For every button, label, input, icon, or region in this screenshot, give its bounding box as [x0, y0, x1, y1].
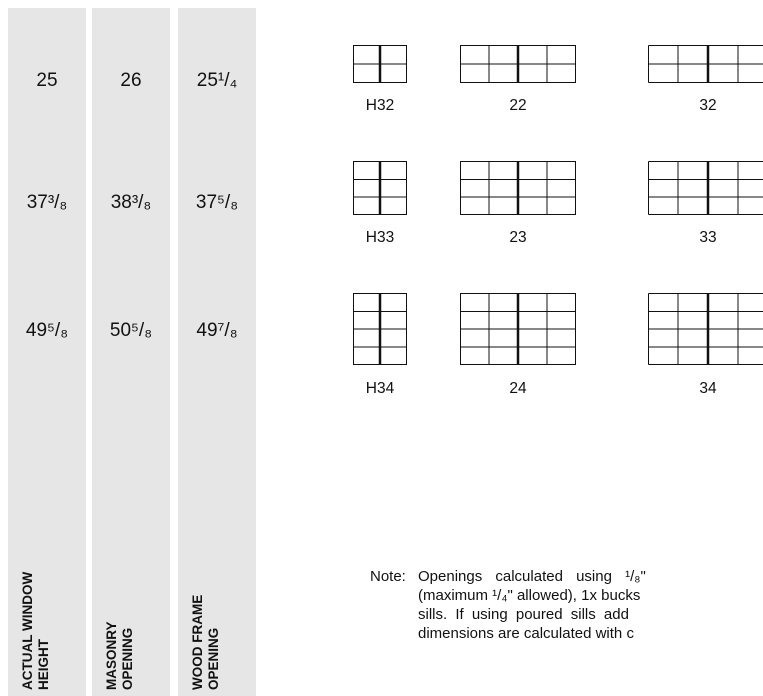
window-diagram-h34 — [353, 293, 407, 365]
column-label-line2: HEIGHT — [36, 638, 51, 690]
column-label: WOOD FRAME OPENING — [178, 490, 256, 690]
window-label: H33 — [365, 229, 395, 246]
column-label-line1: MASONRY — [104, 621, 119, 690]
window-label: 22 — [509, 97, 527, 114]
window-diagram-22 — [460, 45, 576, 83]
window-diagram-33 — [648, 161, 763, 215]
column-masonry-opening: 26 38³/₈ 50⁵/₈ MASONRY OPENING — [92, 8, 170, 696]
column-label-line2: OPENING — [120, 627, 135, 690]
column-label: ACTUAL WINDOW HEIGHT — [8, 490, 86, 690]
window-label: H32 — [365, 97, 395, 114]
note-line: dimensions are calculated with c — [418, 625, 634, 642]
window-label: 34 — [699, 380, 717, 397]
column-label: MASONRY OPENING — [92, 490, 170, 690]
window-label: 23 — [509, 229, 527, 246]
note-lead: Note: — [370, 568, 406, 585]
window-diagram-32 — [648, 45, 763, 83]
height-value: 25 — [36, 70, 58, 91]
height-value: 37³/₈ — [26, 192, 68, 213]
masonry-value: 50⁵/₈ — [109, 320, 153, 341]
window-diagram-34 — [648, 293, 763, 365]
masonry-value: 26 — [120, 70, 142, 91]
wood-frame-value: 25¹/₄ — [196, 70, 238, 91]
window-diagram-h33 — [353, 161, 407, 215]
window-label: 24 — [509, 380, 527, 397]
column-wood-frame-opening: 25¹/₄ 37⁵/₈ 49⁷/₈ WOOD FRAME OPENING — [178, 8, 256, 696]
note-line: (maximum ¹/₄" allowed), 1x bucks — [418, 587, 641, 604]
window-label: 33 — [699, 229, 717, 246]
column-label-line1: ACTUAL WINDOW — [20, 571, 35, 690]
window-label: 32 — [699, 97, 717, 114]
wood-frame-value: 37⁵/₈ — [195, 192, 239, 213]
note-body: Openings calculated using ¹/₈" (maximum … — [418, 567, 763, 643]
column-label-line1: WOOD FRAME — [190, 594, 205, 690]
note-line: Openings calculated using ¹/₈" — [418, 568, 646, 585]
note-line: sills. If using poured sills add — [418, 606, 629, 623]
window-diagram-h32 — [353, 45, 407, 83]
column-actual-window-height: 25 37³/₈ 49⁵/₈ ACTUAL WINDOW HEIGHT — [8, 8, 86, 696]
window-diagram-24 — [460, 293, 576, 365]
masonry-value: 38³/₈ — [110, 192, 152, 213]
window-diagram-23 — [460, 161, 576, 215]
column-label-line2: OPENING — [206, 627, 221, 690]
height-value: 49⁵/₈ — [25, 320, 69, 341]
wood-frame-value: 49⁷/₈ — [196, 320, 238, 341]
window-label: H34 — [365, 380, 395, 397]
